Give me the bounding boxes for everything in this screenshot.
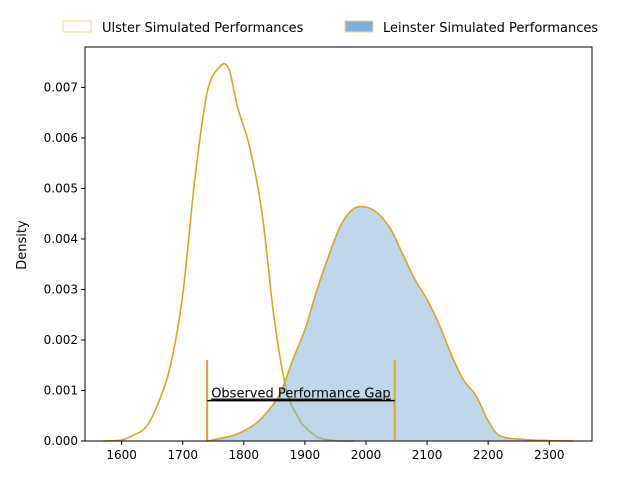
series-line-1	[207, 205, 574, 442]
series-area-1	[207, 206, 574, 441]
x-tick-label: 2300	[534, 448, 565, 462]
x-tick-label: 2000	[351, 448, 382, 462]
x-tick-label: 1700	[167, 448, 198, 462]
legend-label-leinster: Leinster Simulated Performances	[383, 21, 598, 36]
x-tick-label: 1900	[290, 448, 321, 462]
y-tick-label: 0.006	[44, 131, 78, 145]
axes-frame	[84, 46, 593, 442]
x-tick-label: 2100	[412, 448, 443, 462]
legend: Ulster Simulated Performances Leinster S…	[62, 20, 598, 36]
y-tick-label: 0.001	[44, 383, 78, 397]
y-tick-label: 0.004	[44, 232, 78, 246]
legend-swatch-ulster	[62, 20, 92, 33]
x-tick-label: 1800	[229, 448, 260, 462]
y-tick-label: 0.002	[44, 333, 78, 347]
legend-swatch-leinster	[344, 20, 374, 33]
annotation-label: Observed Performance Gap	[211, 387, 390, 402]
legend-label-ulster: Ulster Simulated Performances	[102, 21, 304, 36]
y-tick-label: 0.000	[44, 434, 78, 448]
plot-area: 1600 1700 1800 1900 2000 2100 2200 2300 0.000 0.0…	[44, 46, 593, 462]
x-tick-label: 1600	[106, 448, 137, 462]
y-axis-label: Density	[15, 220, 30, 270]
y-tick-label: 0.003	[44, 282, 78, 296]
annotation: Observed Performance Gap	[211, 387, 390, 402]
x-tick-label: 2200	[473, 448, 504, 462]
y-tick-label: 0.007	[44, 80, 78, 94]
y-tick-label: 0.005	[44, 181, 78, 195]
